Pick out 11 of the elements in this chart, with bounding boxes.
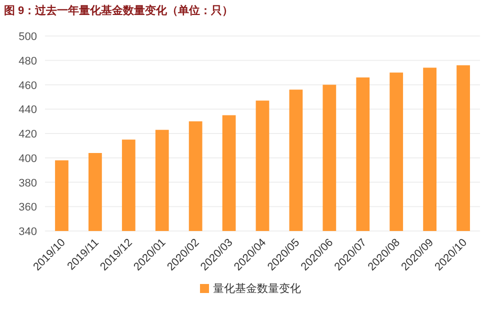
chart-title: 图 9：过去一年量化基金数量变化（单位：只） <box>4 4 234 17</box>
y-tick-label: 360 <box>18 202 37 214</box>
y-tick-label: 340 <box>18 226 37 238</box>
y-tick-label: 460 <box>18 80 37 92</box>
y-tick-label: 440 <box>18 104 37 116</box>
y-tick-label: 500 <box>18 31 37 43</box>
y-tick-label: 380 <box>18 177 37 190</box>
y-tick-label: 400 <box>18 152 37 165</box>
y-tick-label: 420 <box>18 128 37 140</box>
y-tick-label: 480 <box>18 55 37 68</box>
legend-label: 量化基金数量变化 <box>213 282 301 295</box>
